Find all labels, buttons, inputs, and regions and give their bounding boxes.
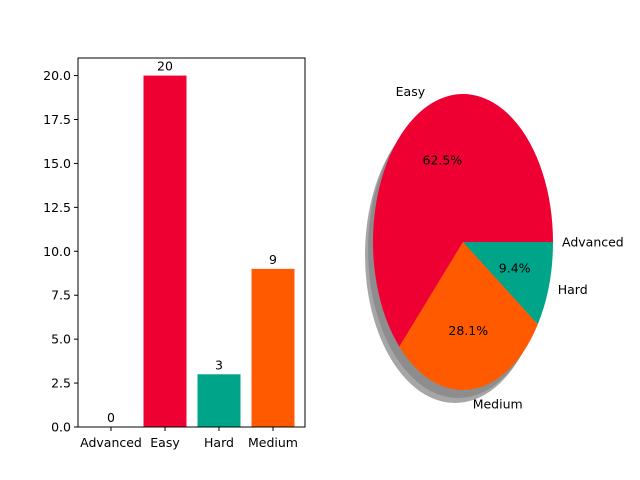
y-tick-label: 15.0 [43,156,71,171]
bar-chart: 0 20 3 9 0.0 2.5 5.0 7.5 10.0 12.5 15.0 17.5 20.0 Adv… [43,57,306,450]
pie-pct-hard: 9.4% [499,260,531,275]
y-tick-label: 5.0 [51,332,71,347]
pie-pct-medium: 28.1% [448,323,488,338]
y-tick-label: 0.0 [51,420,71,435]
pie-slice-easy [372,93,553,347]
bar-value-label-easy: 20 [157,59,173,74]
bar-hard [197,374,241,427]
y-tick-label: 2.5 [51,376,71,391]
pie-label-medium: Medium [473,397,523,412]
pie-slice-hard [463,242,553,325]
x-tick-label-easy: Easy [150,435,180,450]
pie-pct-easy: 62.5% [422,152,462,167]
bar-value-label-hard: 3 [215,357,223,372]
bar-easy [143,75,187,428]
bar-value-label-medium: 9 [269,252,277,267]
bar-value-label-advanced: 0 [107,410,115,425]
y-tick-label: 7.5 [51,288,71,303]
bar-medium [251,268,295,427]
y-tick-label: 10.0 [43,244,71,259]
x-tick-label-advanced: Advanced [80,435,142,450]
y-tick-label: 17.5 [43,112,71,127]
y-tick-label: 12.5 [43,200,71,215]
y-tick-label: 20.0 [43,68,71,83]
bar-axes-frame [77,57,306,428]
pie-label-hard: Hard [558,282,588,297]
x-tick-label-medium: Medium [248,435,298,450]
pie-label-easy: Easy [396,84,426,99]
x-tick-label-hard: Hard [204,435,234,450]
pie-slice-medium [399,242,538,390]
pie-label-advanced: Advanced [562,235,624,250]
